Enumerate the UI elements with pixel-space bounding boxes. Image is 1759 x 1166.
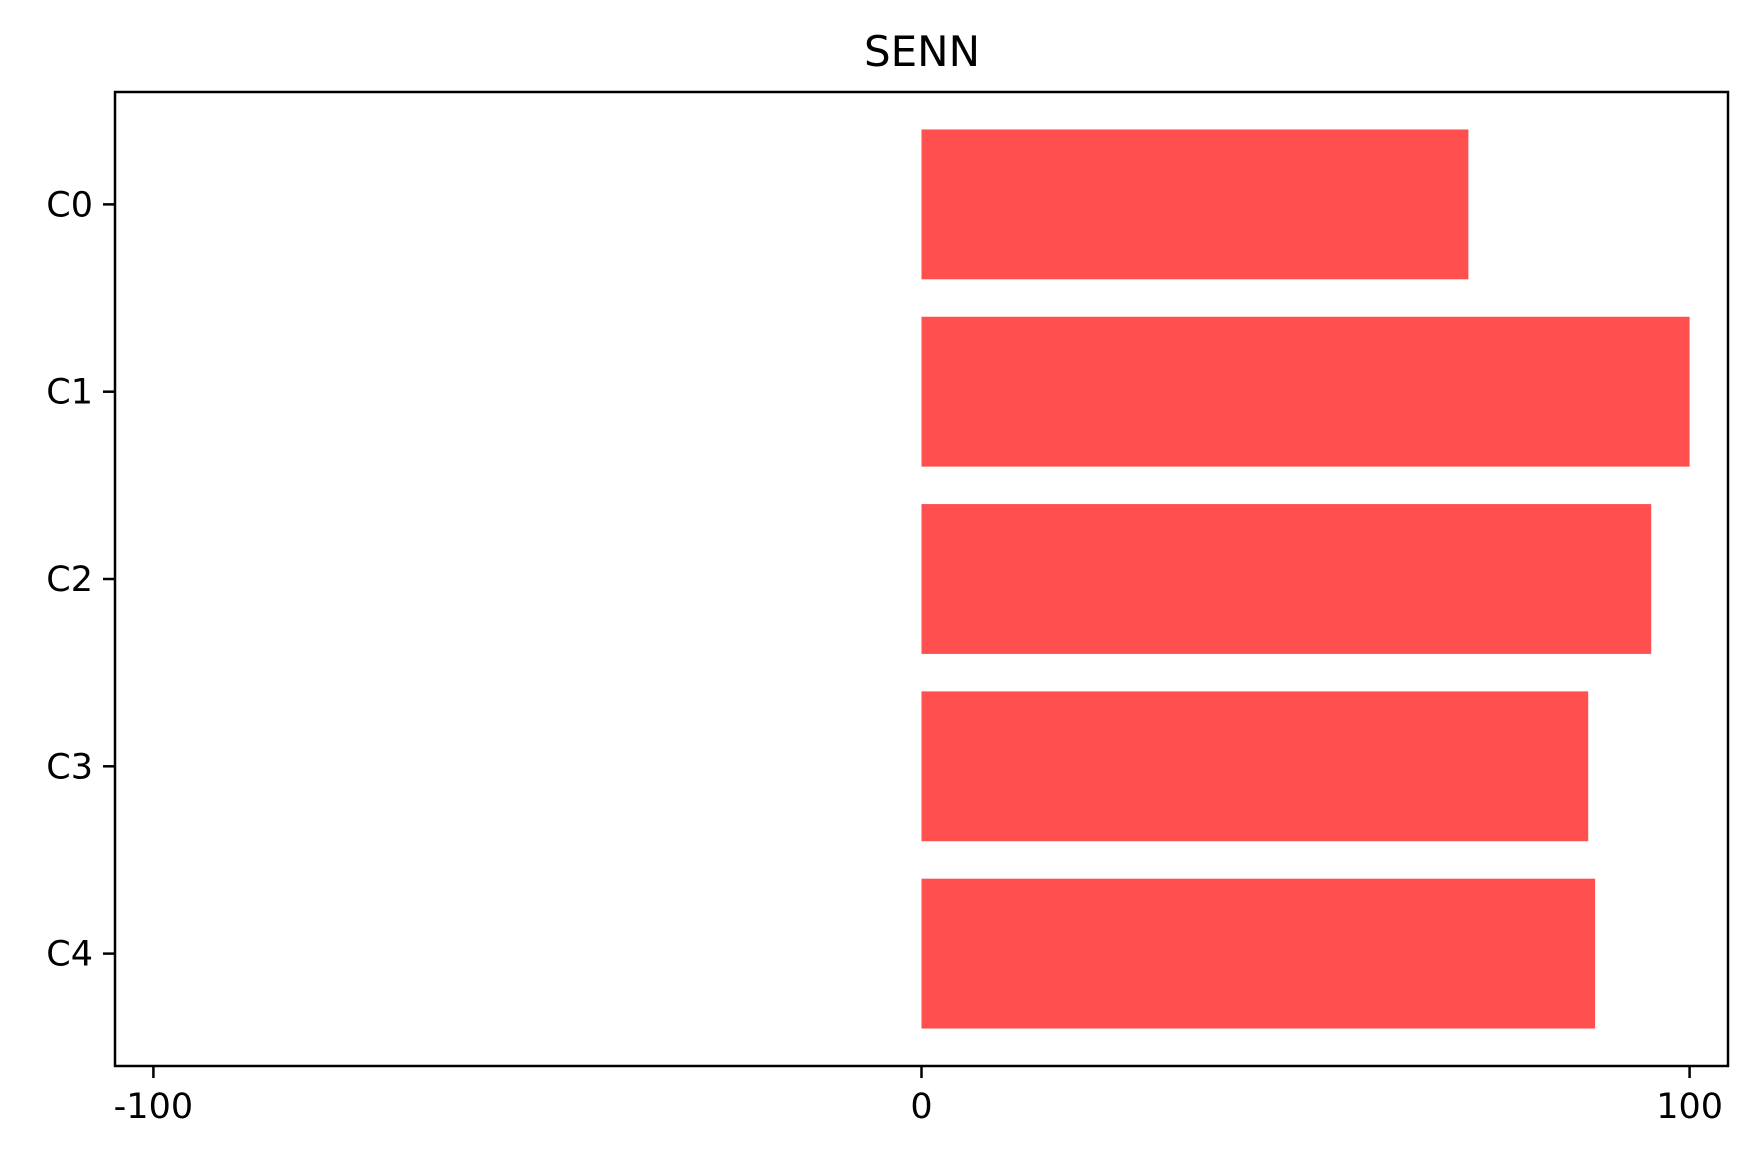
- bar-c1: [921, 316, 1690, 467]
- y-axis: C0 C1 C2 C3 C4: [46, 185, 115, 975]
- x-axis: -100 0 100: [114, 1066, 1723, 1127]
- bar-c0: [921, 129, 1469, 280]
- y-tick-label-c1: C1: [46, 373, 93, 413]
- bars-layer: [921, 129, 1690, 1029]
- x-tick-label: 0: [910, 1087, 932, 1127]
- bar-c4: [921, 878, 1596, 1029]
- y-tick-label-c3: C3: [46, 747, 93, 787]
- y-tick-label-c4: C4: [46, 935, 93, 975]
- x-tick-label: -100: [114, 1087, 193, 1127]
- y-tick-label-c0: C0: [46, 185, 93, 225]
- bar-c2: [921, 504, 1652, 654]
- chart-title: SENN: [864, 27, 980, 76]
- bar-c3: [921, 691, 1589, 842]
- y-tick-label-c2: C2: [46, 560, 93, 600]
- x-tick-label: 100: [1656, 1087, 1723, 1127]
